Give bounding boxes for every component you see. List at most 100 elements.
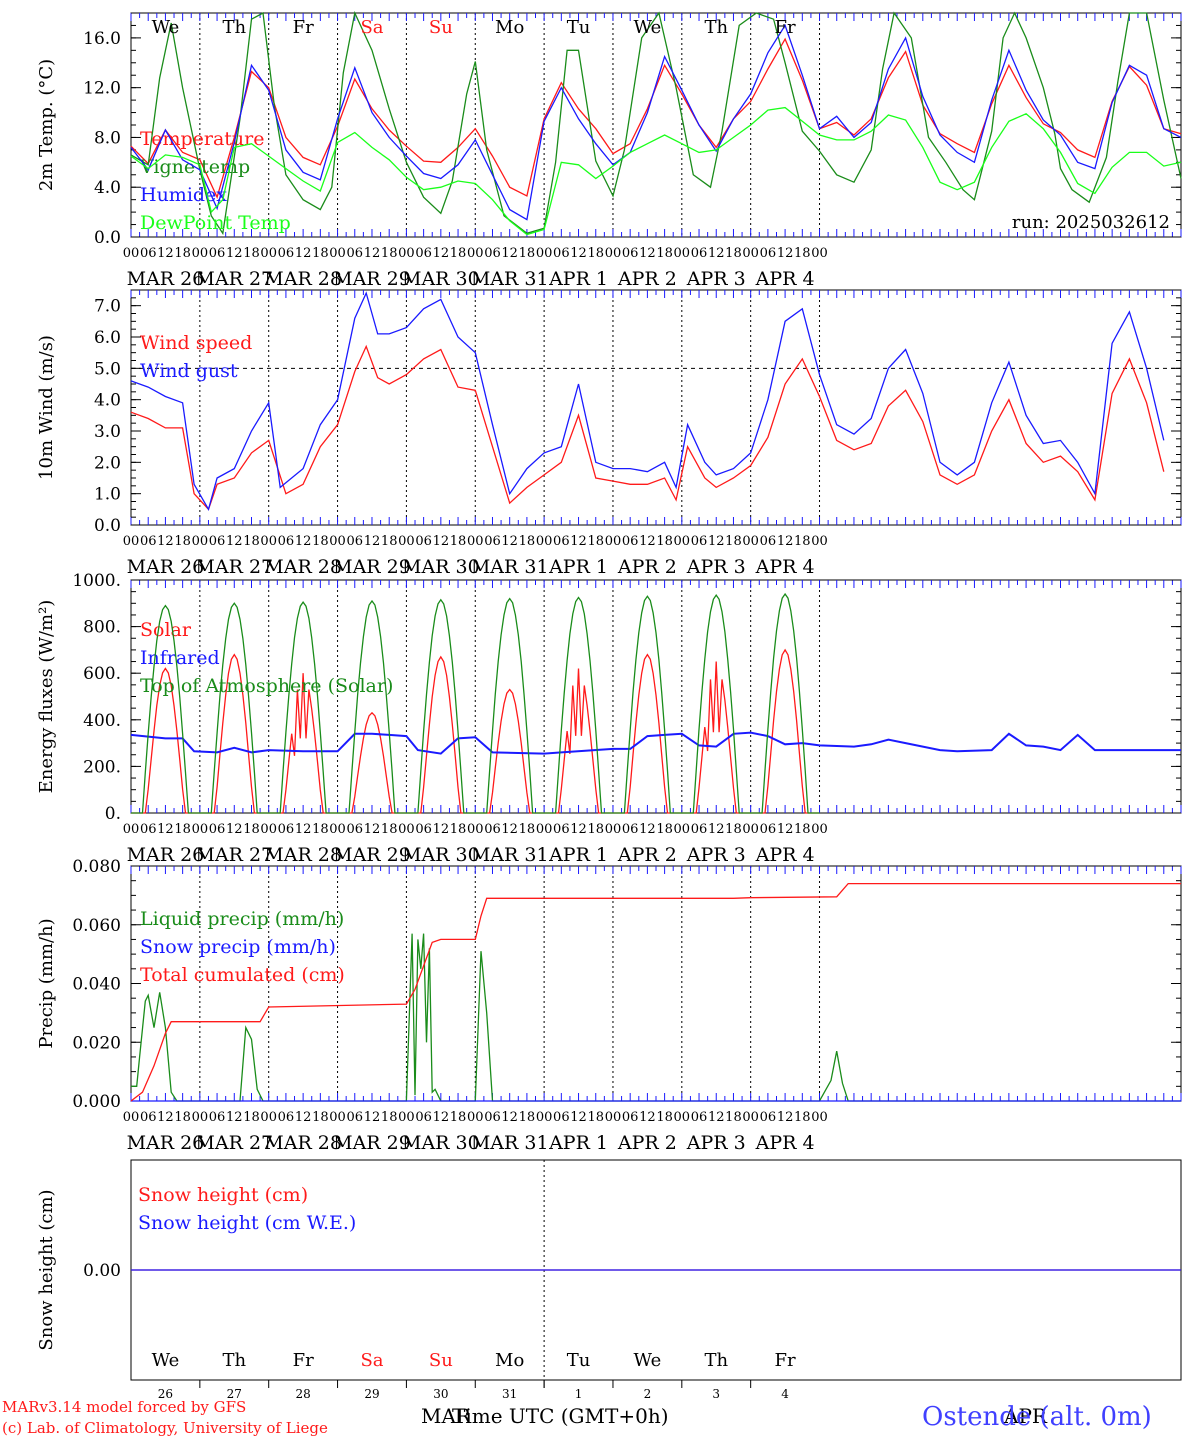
day-number-label: 1 (575, 1387, 583, 1401)
hour-tick-label: 00 (674, 246, 691, 261)
date-label: MAR 29 (333, 844, 411, 866)
legend-entry: Top of Atmosphere (Solar) (140, 675, 393, 697)
hour-tick-label: 06 (760, 534, 777, 549)
date-label: MAR 28 (264, 556, 342, 578)
hour-tick-label: 06 (278, 1110, 295, 1125)
y-tick-label: 2.0 (94, 453, 121, 473)
date-label: MAR 27 (195, 1132, 273, 1154)
hour-tick-label: 00 (605, 246, 622, 261)
y-tick-label: 0.00 (83, 1261, 121, 1281)
date-label: MAR 27 (195, 844, 273, 866)
series-line (130, 37, 1182, 200)
panel-temp: 0.04.08.012.016.02m Temp. (°C) Temperatur… (36, 10, 1182, 290)
hour-tick-label: 00 (123, 534, 140, 549)
hour-tick-label: 06 (346, 1110, 363, 1125)
y-tick-label: 600. (83, 664, 121, 684)
hour-tick-label: 06 (415, 246, 432, 261)
hour-tick-label: 06 (140, 822, 157, 837)
day-of-week-label: Fr (293, 1350, 314, 1371)
hour-tick-label: 06 (415, 822, 432, 837)
y-tick-label: 0.040 (72, 975, 121, 995)
hour-tick-label: 06 (760, 1110, 777, 1125)
date-label: APR 2 (617, 844, 677, 866)
day-of-week-label: Tu (567, 17, 591, 38)
day-number-label: 28 (295, 1387, 310, 1401)
hour-tick-label: 18 (243, 822, 260, 837)
date-label: APR 3 (686, 268, 746, 290)
y-tick-label: 6.0 (94, 328, 121, 348)
y-axis-label: 10m Wind (m/s) (36, 335, 57, 480)
day-of-week-label: Fr (775, 1350, 796, 1371)
day-of-week-label: Th (704, 17, 728, 38)
hour-tick-label: 00 (811, 534, 828, 549)
hour-tick-label: 18 (174, 246, 191, 261)
hour-tick-label: 12 (570, 822, 587, 837)
panel-snow: 0.00 Snow height (cm) Snow height (cm) Snow… (36, 1159, 1182, 1401)
hour-tick-label: 06 (209, 1110, 226, 1125)
hour-tick-label: 18 (381, 534, 398, 549)
date-label: MAR 26 (127, 844, 205, 866)
date-label: APR 2 (617, 1132, 677, 1154)
day-of-week-label: Sa (360, 1350, 383, 1371)
hour-tick-label: 00 (605, 534, 622, 549)
panel-wind: 0.0 1.0 2.0 3.0 4.0 5.0 6.0 7.0 10m Wind (m/s) Wi… (36, 289, 1182, 578)
hour-tick-label: 18 (725, 246, 742, 261)
date-label: MAR 30 (402, 1132, 480, 1154)
date-label: MAR 29 (333, 1132, 411, 1154)
hour-tick-label: 12 (777, 246, 794, 261)
series-line (130, 344, 1165, 511)
series-line (130, 731, 1181, 755)
day-of-week-label: Fr (775, 17, 796, 38)
hour-tick-label: 00 (398, 246, 415, 261)
hour-tick-label: 06 (760, 822, 777, 837)
day-of-week-label: Mo (495, 17, 524, 38)
hour-tick-label: 00 (192, 534, 209, 549)
series-line (131, 592, 820, 814)
hour-tick-label: 00 (192, 246, 209, 261)
hour-tick-label: 06 (346, 246, 363, 261)
panel-frame (130, 12, 1182, 238)
hour-tick-label: 06 (622, 822, 639, 837)
hour-tick-label: 18 (243, 246, 260, 261)
day-of-week-label: Th (222, 17, 246, 38)
hour-tick-label: 00 (536, 822, 553, 837)
day-of-week-label: Th (704, 1350, 728, 1371)
hour-tick-label: 12 (570, 1110, 587, 1125)
hour-tick-label: 00 (260, 822, 277, 837)
hour-tick-label: 18 (725, 822, 742, 837)
date-label: MAR 30 (402, 844, 480, 866)
hour-tick-label: 00 (674, 534, 691, 549)
y-axis-label: Energy fluxes (W/m²) (36, 600, 57, 794)
hour-tick-label: 18 (174, 534, 191, 549)
hour-tick-label: 06 (140, 246, 157, 261)
date-label: MAR 28 (264, 268, 342, 290)
hour-tick-label: 18 (312, 822, 329, 837)
y-tick-label: 0.060 (72, 916, 121, 936)
day-of-week-label: Su (429, 1350, 453, 1371)
hour-tick-label: 12 (226, 534, 243, 549)
day-of-week-label: Sa (360, 17, 383, 38)
day-number-label: 4 (781, 1387, 789, 1401)
hour-tick-label: 06 (622, 534, 639, 549)
hour-tick-label: 12 (433, 1110, 450, 1125)
hour-tick-label: 12 (226, 822, 243, 837)
hour-tick-label: 00 (811, 1110, 828, 1125)
hour-tick-label: 12 (226, 1110, 243, 1125)
hour-tick-label: 00 (123, 822, 140, 837)
hour-tick-label: 12 (708, 534, 725, 549)
hour-tick-label: 00 (467, 534, 484, 549)
hour-tick-label: 12 (433, 822, 450, 837)
hour-tick-label: 18 (587, 246, 604, 261)
day-of-week-label: Th (222, 1350, 246, 1371)
legend-entry: Liquid precip (mm/h) (140, 908, 344, 930)
hour-tick-label: 12 (433, 534, 450, 549)
day-of-week-label: We (634, 1350, 662, 1371)
y-tick-label: 0.080 (72, 857, 121, 877)
day-number-label: 3 (712, 1387, 720, 1401)
hour-tick-label: 12 (570, 246, 587, 261)
date-label: MAR 27 (195, 556, 273, 578)
day-number-label: 29 (364, 1387, 379, 1401)
hour-tick-label: 12 (295, 1110, 312, 1125)
date-label: MAR 28 (264, 844, 342, 866)
hour-tick-label: 06 (140, 1110, 157, 1125)
